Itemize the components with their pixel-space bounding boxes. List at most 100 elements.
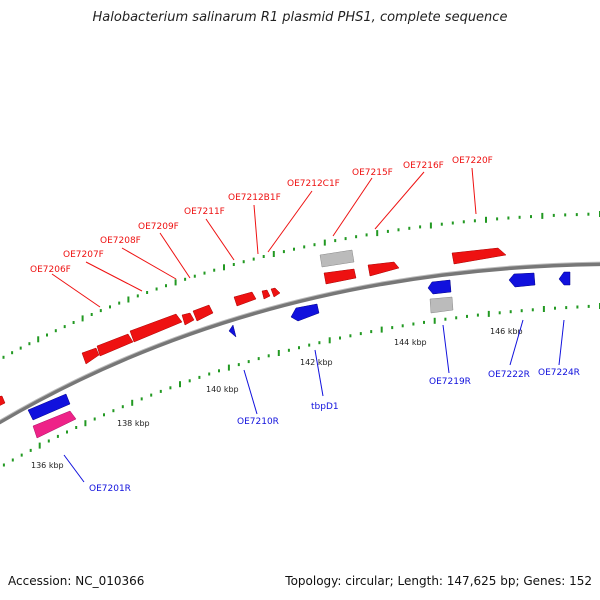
minor-tick (188, 379, 191, 383)
gene-arrow[interactable] (367, 261, 400, 277)
gene-arrow[interactable] (508, 272, 536, 288)
gene-box[interactable] (429, 296, 454, 314)
minor-tick (587, 304, 590, 308)
gene-arrow[interactable] (323, 268, 357, 285)
minor-tick (19, 346, 22, 350)
minor-tick (520, 309, 523, 313)
gene-label[interactable]: OE7206F (30, 265, 71, 275)
gene-arrow[interactable] (81, 347, 100, 365)
gene-label[interactable]: OE7212B1F (228, 193, 281, 203)
minor-tick (28, 342, 31, 346)
major-tick (223, 264, 225, 271)
gene-label[interactable]: OE7209F (138, 222, 179, 232)
minor-tick (507, 216, 510, 220)
reverse-genes (27, 271, 571, 421)
minor-tick (267, 354, 270, 358)
gene-arrow[interactable] (451, 247, 507, 265)
minor-tick (308, 343, 311, 347)
gene-arrow[interactable] (0, 395, 6, 408)
major-tick (429, 222, 432, 229)
forward-genes (0, 247, 507, 408)
gene-label[interactable]: OE7201R (89, 484, 131, 494)
minor-tick (118, 301, 121, 305)
gene-arrow[interactable] (96, 333, 134, 357)
minor-tick (63, 325, 66, 329)
minor-tick (359, 332, 362, 336)
accession-text: Accession: NC_010366 (8, 574, 145, 588)
tick-label: 142 kbp (300, 358, 333, 367)
gene-arrow[interactable] (261, 289, 271, 300)
minor-tick (29, 448, 32, 452)
gene-arrow[interactable] (228, 324, 237, 338)
minor-tick (208, 372, 211, 376)
major-tick (227, 364, 230, 371)
minor-tick (140, 397, 143, 401)
minor-tick (391, 326, 394, 330)
gene-box[interactable] (319, 249, 355, 268)
gene-label[interactable]: OE7210R (237, 417, 279, 427)
major-tick (541, 212, 544, 219)
gene-label[interactable]: OE7215F (352, 168, 393, 178)
gene-arrow[interactable] (290, 303, 320, 322)
minor-tick (455, 316, 458, 320)
minor-tick (103, 413, 105, 417)
major-tick (277, 350, 280, 356)
gene-arrow[interactable] (129, 313, 183, 343)
minor-tick (193, 274, 196, 278)
gene-arrow[interactable] (27, 393, 71, 421)
gene-label[interactable]: OE7207F (63, 250, 104, 260)
minor-tick (440, 222, 443, 226)
major-tick (542, 306, 545, 312)
minor-tick (344, 237, 347, 241)
gene-arrow[interactable] (233, 291, 257, 307)
gene-arrow[interactable] (192, 304, 214, 322)
minor-tick (20, 453, 23, 457)
minor-tick (282, 250, 285, 254)
gene-label[interactable]: OE7211F (184, 207, 225, 217)
minor-tick (313, 243, 316, 247)
gene-arrow[interactable] (558, 271, 571, 286)
minor-tick (462, 220, 465, 224)
tick-label: 136 kbp (31, 461, 64, 470)
forward-leaders (51, 167, 477, 308)
minor-tick (531, 308, 534, 312)
minor-tick (365, 233, 368, 237)
minor-tick (318, 341, 321, 345)
gene-label[interactable]: tbpD1 (311, 402, 339, 412)
gene-label[interactable]: OE7220F (452, 156, 493, 166)
gene-arrow-pink[interactable] (32, 410, 77, 439)
minor-tick (146, 291, 149, 294)
tick-label: 144 kbp (394, 338, 427, 347)
forward-labels: OE7206F OE7207F OE7208F OE7209F OE7211F … (30, 156, 493, 275)
minor-tick (75, 426, 78, 429)
summary-text: Topology: circular; Length: 147,625 bp; … (285, 574, 592, 588)
minor-tick (198, 375, 201, 379)
tick-label: 146 kbp (490, 327, 523, 336)
gene-arrow[interactable] (181, 312, 195, 326)
minor-tick (252, 257, 255, 261)
gene-label[interactable]: OE7216F (403, 161, 444, 171)
minor-tick (47, 439, 50, 443)
minor-tick (257, 357, 260, 361)
minor-tick (466, 314, 468, 318)
minor-tick (54, 329, 57, 333)
gene-label[interactable]: OE7224R (538, 368, 580, 378)
gene-label[interactable]: OE7222R (488, 370, 530, 380)
minor-tick (136, 294, 139, 298)
minor-tick (11, 351, 14, 355)
minor-tick (56, 434, 59, 438)
major-tick (433, 317, 436, 324)
gene-label[interactable]: OE7219R (429, 377, 471, 387)
minor-tick (587, 212, 590, 216)
major-tick (37, 336, 40, 343)
gene-label[interactable]: OE7208F (100, 236, 141, 246)
major-tick (174, 279, 177, 286)
gene-arrow[interactable] (427, 279, 452, 295)
gene-label[interactable]: OE7212C1F (287, 179, 340, 189)
minor-tick (473, 219, 476, 223)
gene-arrow[interactable] (270, 287, 281, 298)
minor-tick (552, 213, 555, 217)
major-tick (487, 310, 490, 317)
minor-tick (93, 417, 96, 421)
major-tick (328, 337, 331, 344)
